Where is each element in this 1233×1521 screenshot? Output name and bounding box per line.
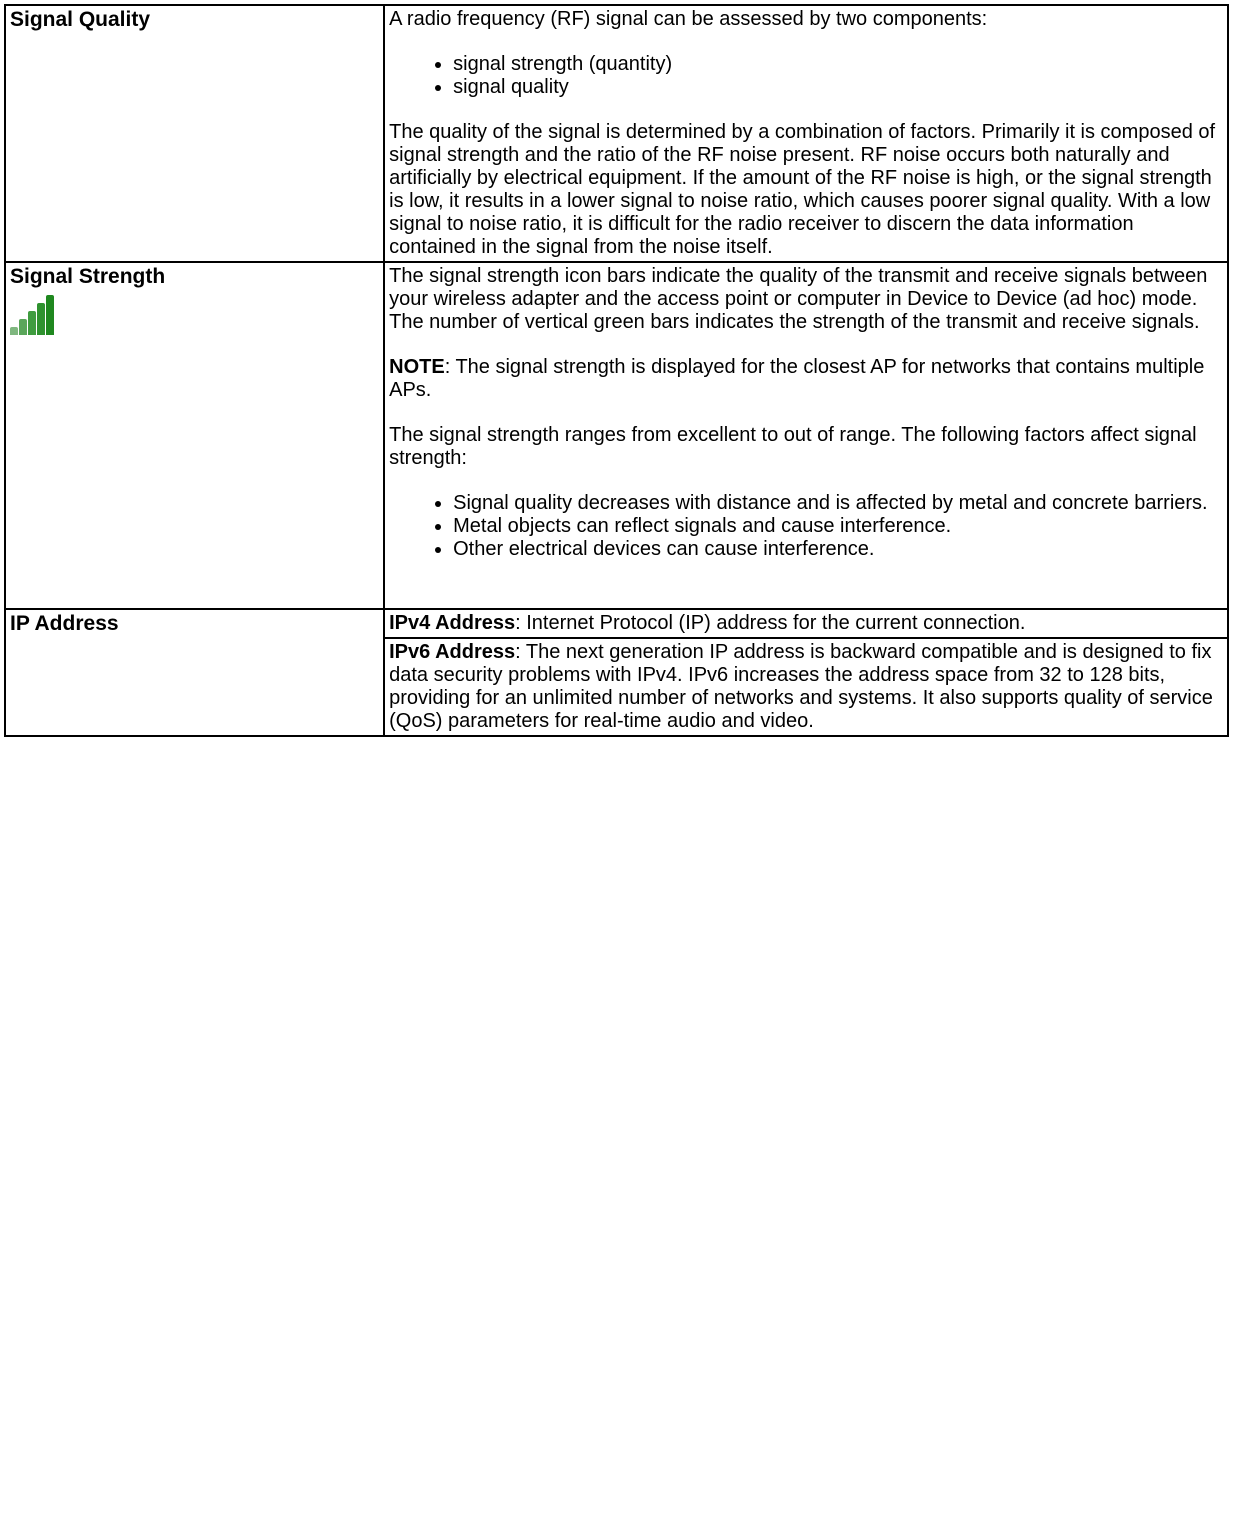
signal-bar xyxy=(28,311,36,335)
signal-bar xyxy=(10,327,18,335)
note-label: NOTE xyxy=(389,356,445,378)
row-desc-ipv4: IPv4 Address: Internet Protocol (IP) add… xyxy=(384,609,1228,638)
signal-bar xyxy=(19,319,27,335)
sq-bullets: signal strength (quantity) signal qualit… xyxy=(389,53,1223,99)
table-row: Signal Quality A radio frequency (RF) si… xyxy=(5,5,1228,262)
row-desc-signal-quality: A radio frequency (RF) signal can be ass… xyxy=(384,5,1228,262)
ss-trailing-space xyxy=(389,583,1223,606)
label-text: Signal Quality xyxy=(10,8,150,31)
table-row: Signal Strength The signal strength icon… xyxy=(5,262,1228,609)
list-item: Other electrical devices can cause inter… xyxy=(453,538,1223,561)
sq-intro: A radio frequency (RF) signal can be ass… xyxy=(389,8,1223,31)
signal-bar xyxy=(37,303,45,335)
ipv4-label: IPv4 Address xyxy=(389,612,515,634)
list-item: signal strength (quantity) xyxy=(453,53,1223,76)
ss-bullets: Signal quality decreases with distance a… xyxy=(389,492,1223,561)
note-text: : The signal strength is displayed for t… xyxy=(389,356,1204,401)
list-item: signal quality xyxy=(453,76,1223,99)
ipv6-label: IPv6 Address xyxy=(389,641,515,663)
list-item: Metal objects can reflect signals and ca… xyxy=(453,515,1223,538)
ss-para1: The signal strength icon bars indicate t… xyxy=(389,265,1223,334)
ss-para2: The signal strength ranges from excellen… xyxy=(389,424,1223,470)
row-desc-ipv6: IPv6 Address: The next generation IP add… xyxy=(384,638,1228,736)
ss-note: NOTE: The signal strength is displayed f… xyxy=(389,356,1223,402)
row-desc-signal-strength: The signal strength icon bars indicate t… xyxy=(384,262,1228,609)
row-label-ip-address: IP Address xyxy=(5,609,384,736)
definitions-table: Signal Quality A radio frequency (RF) si… xyxy=(4,4,1229,737)
label-text: Signal Strength xyxy=(10,265,165,288)
ipv4-text: : Internet Protocol (IP) address for the… xyxy=(515,612,1025,634)
row-label-signal-quality: Signal Quality xyxy=(5,5,384,262)
signal-bar xyxy=(46,295,54,335)
signal-strength-icon xyxy=(10,295,379,335)
row-label-signal-strength: Signal Strength xyxy=(5,262,384,609)
sq-para: The quality of the signal is determined … xyxy=(389,121,1223,259)
label-text: IP Address xyxy=(10,612,119,635)
list-item: Signal quality decreases with distance a… xyxy=(453,492,1223,515)
table-row: IP Address IPv4 Address: Internet Protoc… xyxy=(5,609,1228,638)
